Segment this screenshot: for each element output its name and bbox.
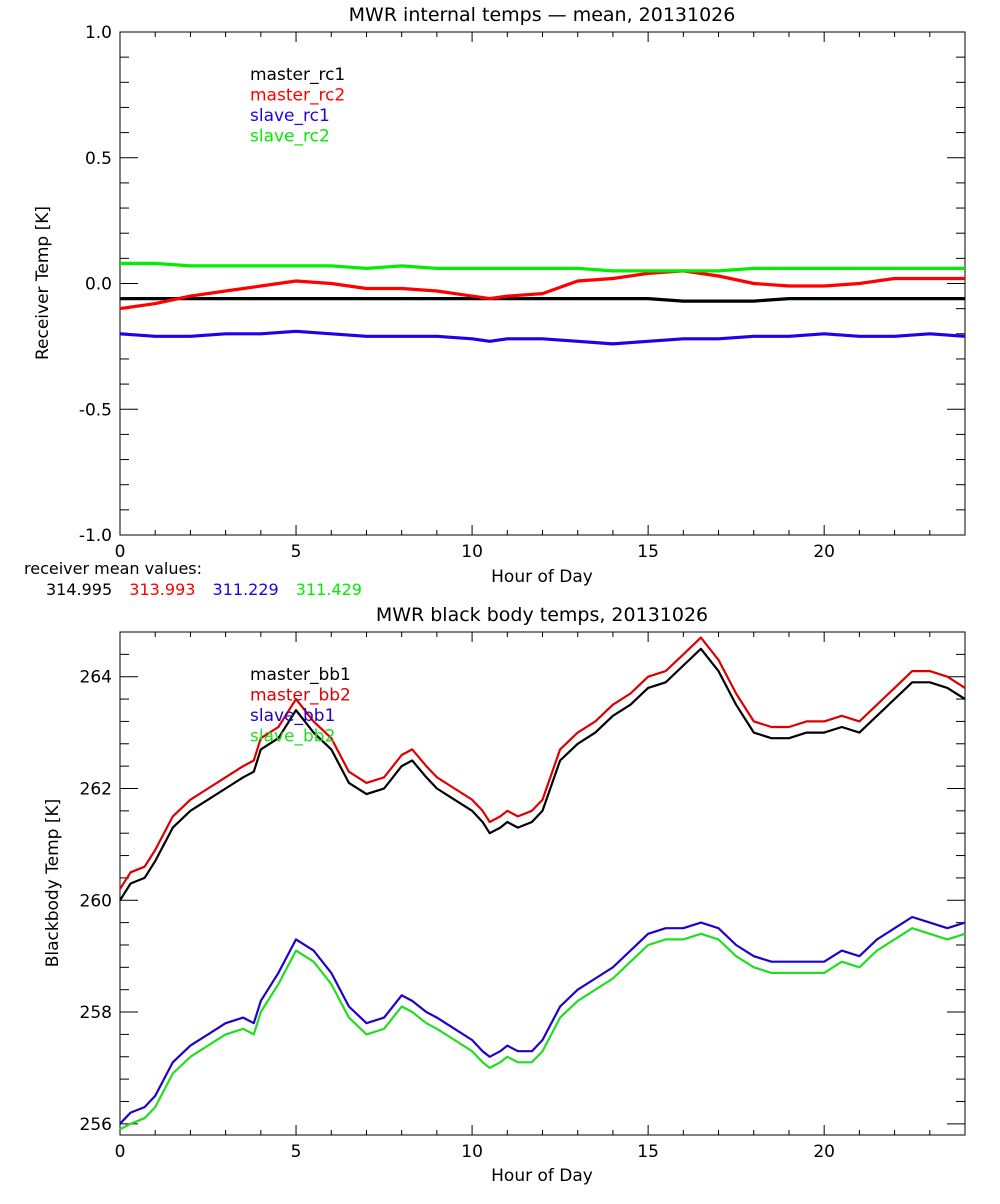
x-tick-label: 10 [461,542,483,562]
legend-item-slave-rc1: slave_rc1 [250,106,330,126]
series-line-master-bb2 [119,636,966,890]
legend-item-slave-rc2: slave_rc2 [250,127,330,147]
plot-frame [119,631,966,1136]
receiver-mean-values: receiver mean values: 314.995 313.993 31… [24,558,374,600]
x-tick-label: 0 [115,1142,126,1162]
mean-value-master-rc2: 313.993 [129,580,196,599]
series-group [119,636,966,1131]
x-axis-label: Hour of Day [491,1166,593,1186]
y-tick-label: 258 [80,1003,112,1023]
series-line-master-rc1 [120,297,965,303]
mean-values-label: receiver mean values: [24,559,203,578]
y-tick-label: 0.5 [85,149,112,169]
mean-value-slave-rc1: 311.229 [212,580,279,599]
series-line-slave-bb2 [119,927,966,1131]
chart-title: MWR black body temps, 20131026 [376,604,708,626]
y-axis-label: Blackbody Temp [K] [43,799,63,968]
mean-value-master-rc1: 314.995 [46,580,113,599]
tick-group: 0 5 10 15 20 256 258 260 262 264 [80,631,966,1162]
chart-title: MWR internal temps — mean, 20131026 [349,4,736,26]
series-group [119,261,966,346]
legend-item-master-rc1: master_rc1 [250,65,345,85]
series-line-slave-rc1 [119,329,966,346]
y-tick-label: 260 [80,891,112,911]
series-line-master-rc2 [119,269,965,311]
y-tick-label: 264 [80,668,112,688]
y-tick-label: 1.0 [85,23,112,43]
y-axis-label: Receiver Temp [K] [33,206,53,360]
x-tick-label: 0 [115,542,126,562]
series-line-slave-bb1 [119,915,966,1125]
series-line-slave-rc2 [120,261,965,273]
panel-blackbody: MWR black body temps, 20131026 Hour of D… [43,604,966,1186]
x-tick-label: 10 [461,1142,483,1162]
mean-value-slave-rc2: 311.429 [295,580,362,599]
y-tick-label: 256 [80,1115,112,1135]
panel-receiver: MWR internal temps — mean, 20131026 Hour… [33,4,966,587]
x-axis-label: Hour of Day [491,567,593,587]
tick-group: 0 5 10 15 20 -1.0 -0.5 0.0 0.5 1.0 [79,23,966,562]
legend-item-master-bb1: master_bb1 [250,665,351,685]
legend-item-master-bb2: master_bb2 [250,686,351,706]
x-tick-label: 15 [637,542,659,562]
y-tick-label: 262 [80,779,112,799]
x-tick-label: 15 [637,1142,659,1162]
legend-item-slave-bb1: slave_bb1 [250,706,335,726]
y-tick-label: -1.0 [79,526,112,546]
legend-item-master-rc2: master_rc2 [250,86,345,106]
y-tick-label: 0.0 [85,275,112,295]
y-tick-label: -0.5 [79,400,112,420]
x-tick-label: 20 [813,1142,835,1162]
x-tick-label: 5 [291,1142,302,1162]
legend-item-slave-bb2: slave_bb2 [250,727,335,747]
x-tick-label: 5 [291,542,302,562]
mean-values-list: 314.995 313.993 311.229 311.429 [24,579,374,600]
series-line-master-bb1 [119,647,966,901]
x-tick-label: 20 [813,542,835,562]
